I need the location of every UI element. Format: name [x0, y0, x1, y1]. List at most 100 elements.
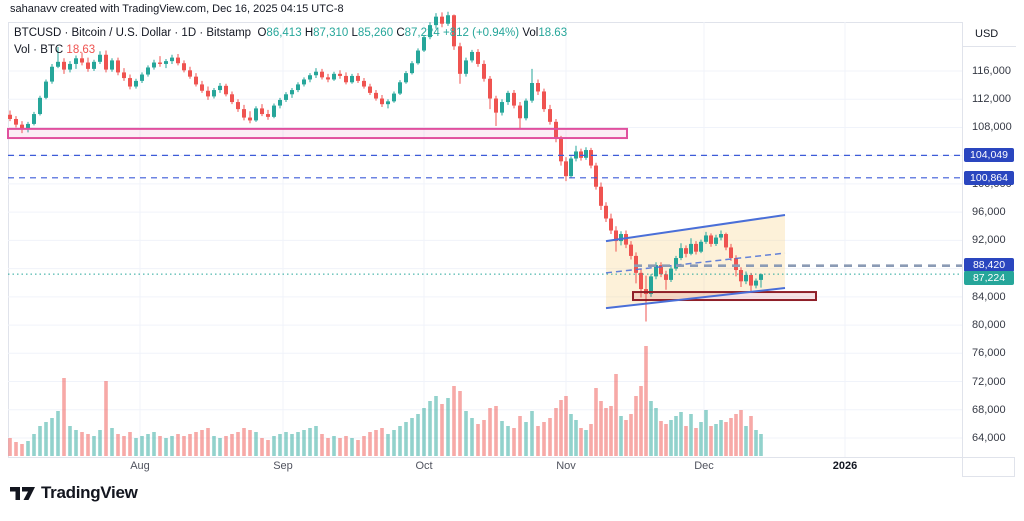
- volume-bar: [254, 432, 258, 456]
- resistance-zone-box[interactable]: [7, 127, 628, 140]
- candle-body: [500, 102, 504, 113]
- candle-body: [639, 272, 643, 290]
- volume-bar: [422, 408, 426, 456]
- volume-bar: [284, 432, 288, 456]
- volume-bar: [272, 436, 276, 456]
- volume-bar: [404, 422, 408, 456]
- volume-bar: [739, 410, 743, 456]
- volume-bar: [684, 426, 688, 456]
- candle-body: [530, 82, 534, 101]
- candle-body: [212, 90, 216, 97]
- candle-body: [164, 61, 168, 64]
- volume-bar: [128, 432, 132, 456]
- candle-body: [714, 237, 718, 244]
- candle-body: [664, 274, 668, 280]
- volume-bar: [500, 421, 504, 456]
- channel-top-line[interactable]: [605, 213, 786, 243]
- candle-body: [704, 235, 708, 242]
- price-scale[interactable]: USD 116,000112,000108,000104,000100,0009…: [963, 22, 1016, 457]
- volume-bar: [44, 422, 48, 456]
- volume-bar: [524, 422, 528, 456]
- candle-body: [724, 234, 728, 248]
- candle-body: [254, 108, 258, 121]
- candle-body: [542, 91, 546, 110]
- candle-body: [266, 114, 270, 117]
- volume-bar: [8, 438, 12, 456]
- price-scale-divider[interactable]: [962, 22, 963, 477]
- price-axis-label: 96,000: [972, 206, 1006, 219]
- candle-body: [488, 78, 492, 99]
- channel-bottom-line[interactable]: [605, 287, 786, 310]
- volume-bar: [230, 434, 234, 456]
- candle-body: [386, 101, 390, 105]
- time-scale-divider[interactable]: [8, 457, 1015, 458]
- volume-bar: [609, 406, 613, 456]
- candle-body: [482, 63, 486, 79]
- price-axis-label: 92,000: [972, 234, 1006, 247]
- support-zone-box[interactable]: [632, 291, 817, 302]
- price-level-badge: 100,864: [964, 170, 1014, 185]
- tradingview-logo[interactable]: TradingView: [10, 483, 138, 503]
- candle-body: [669, 268, 673, 280]
- volume-bar: [416, 414, 420, 456]
- candle-body: [122, 72, 126, 79]
- volume-bar: [446, 398, 450, 456]
- volume-bar: [158, 436, 162, 456]
- volume-bar: [308, 428, 312, 456]
- time-axis-label: Oct: [415, 460, 433, 472]
- candle-body: [659, 265, 663, 275]
- candle-body: [272, 105, 276, 117]
- candle-body: [374, 92, 378, 99]
- volume-bar: [200, 430, 204, 456]
- candle-body: [649, 276, 653, 295]
- volume-bar: [649, 401, 653, 456]
- volume-bar: [74, 430, 78, 456]
- volume-bar: [639, 386, 643, 456]
- candle-body: [594, 165, 598, 187]
- volume-bar: [188, 434, 192, 456]
- time-axis-label: Aug: [130, 460, 150, 472]
- volume-bar: [548, 418, 552, 456]
- candle-body: [674, 258, 678, 269]
- candle-body: [170, 57, 174, 62]
- legend-volume-row: Vol · BTC 18.63: [14, 44, 95, 56]
- candle-body: [654, 265, 658, 277]
- tradingview-logo-text: TradingView: [41, 483, 138, 502]
- candle-body: [14, 118, 18, 125]
- candle-body: [38, 97, 42, 115]
- candle-body: [589, 150, 593, 166]
- volume-bar: [754, 430, 758, 456]
- volume-bar: [56, 411, 60, 456]
- volume-bar: [689, 414, 693, 456]
- price-level-badge: 88,420: [964, 258, 1014, 272]
- volume-bar: [38, 426, 42, 456]
- candle-body: [599, 186, 603, 206]
- candle-body: [614, 230, 618, 242]
- time-scale[interactable]: Aug Sep Oct Nov Dec 2026: [8, 457, 962, 477]
- volume-bar: [744, 426, 748, 456]
- volume-bar: [428, 401, 432, 456]
- volume-bar: [559, 400, 563, 456]
- volume-bar: [458, 391, 462, 456]
- candle-body: [92, 61, 96, 69]
- volume-bar: [629, 414, 633, 456]
- volume-bar: [589, 424, 593, 456]
- price-axis-label: 76,000: [972, 347, 1006, 360]
- symbol-title[interactable]: BTCUSD · Bitcoin / U.S. Dollar · 1D · Bi…: [14, 27, 252, 39]
- volume-bar: [170, 436, 174, 456]
- time-axis-label: Dec: [694, 460, 714, 472]
- candle-body: [464, 60, 468, 74]
- volume-row-label[interactable]: Vol · BTC: [14, 44, 64, 56]
- candle-body: [158, 62, 162, 64]
- volume-bar: [619, 416, 623, 456]
- candle-body: [554, 121, 558, 139]
- candle-body: [368, 86, 372, 93]
- volume-bar: [212, 436, 216, 456]
- candle-body: [574, 151, 578, 159]
- volume-bar: [410, 418, 414, 456]
- candle-body: [559, 138, 563, 162]
- candle-body: [754, 280, 758, 286]
- channel-median-line[interactable]: [605, 252, 786, 274]
- candle-body: [719, 234, 723, 238]
